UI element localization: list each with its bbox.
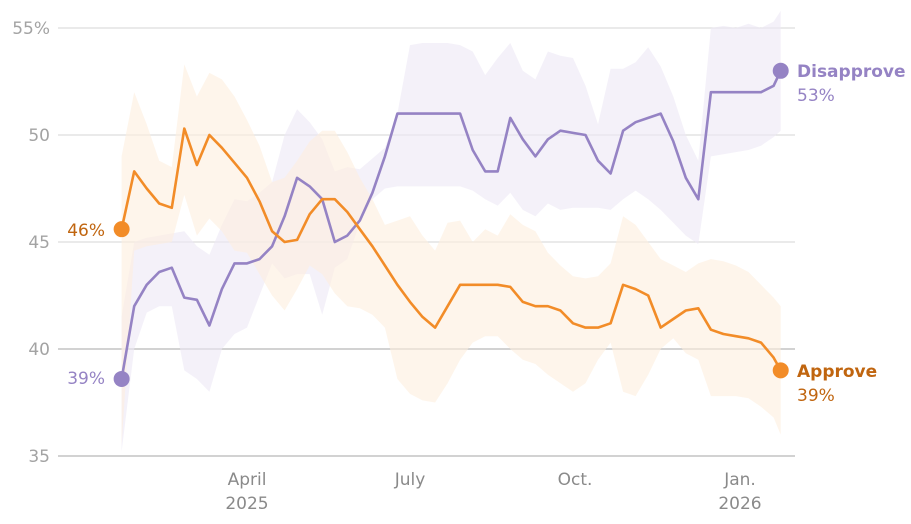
approve-line [120, 127, 782, 372]
approve-series-name: Approve [797, 362, 877, 382]
y-tick-label: 50 [28, 126, 50, 146]
disapprove-end-label: 53% [797, 86, 835, 106]
x-tick-jan: Jan. [723, 470, 756, 490]
disapprove-line [120, 69, 782, 381]
confidence-bands [121, 10, 781, 452]
x-tick-year-2026: 2026 [718, 494, 761, 514]
disapprove-end-point [772, 62, 789, 79]
disapprove-start-point [113, 370, 130, 387]
approve-end-point [772, 362, 789, 379]
disapprove-series-name: Disapprove [797, 62, 906, 82]
y-tick-label: 35 [28, 447, 50, 467]
x-tick-april: April [228, 470, 267, 490]
approve-end-label: 39% [797, 386, 835, 406]
approve-confidence-band [121, 64, 781, 446]
disapprove-confidence-band [121, 10, 781, 452]
x-tick-year-2025: 2025 [225, 494, 268, 514]
x-tick-oct: Oct. [558, 470, 593, 490]
x-tick-july: July [394, 470, 426, 490]
x-axis-ticks: April 2025 July Oct. Jan. 2026 [225, 470, 761, 514]
approve-start-label: 46% [67, 221, 105, 241]
y-tick-label: 40 [28, 340, 50, 360]
y-tick-label: 45 [28, 233, 50, 253]
series-lines [113, 62, 789, 387]
y-tick-label: 55% [12, 19, 50, 39]
series-labels: 39% 46% Disapprove 53% Approve 39% [67, 62, 905, 406]
disapprove-start-label: 39% [67, 369, 105, 389]
approve-start-point [113, 221, 130, 238]
y-axis-ticks: 55% 50 45 40 35 [12, 19, 50, 467]
